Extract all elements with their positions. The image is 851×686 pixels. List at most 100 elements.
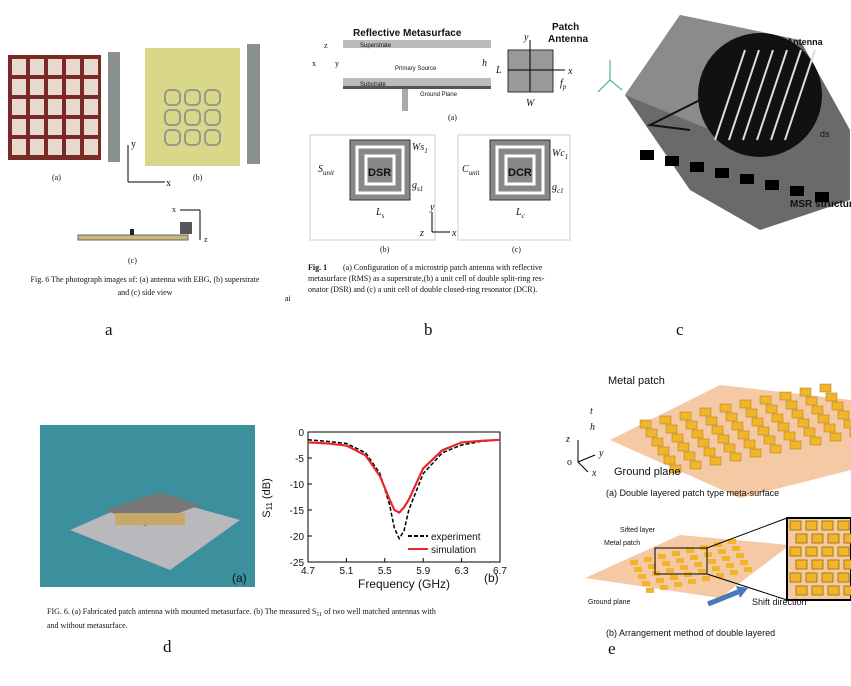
ebg-cell bbox=[30, 99, 44, 115]
axis-label: x bbox=[451, 228, 457, 239]
panel-letter: c bbox=[676, 320, 684, 339]
caption: (b) Arrangement method of double layered bbox=[606, 628, 775, 638]
axis-label: x bbox=[591, 468, 597, 479]
axis-label: y bbox=[598, 448, 604, 459]
patch bbox=[758, 427, 769, 435]
slot bbox=[715, 168, 729, 178]
ebg-cell bbox=[30, 119, 44, 135]
patch bbox=[672, 551, 680, 556]
patch bbox=[736, 553, 744, 558]
y-axis-title: S11 (dB) bbox=[261, 478, 274, 518]
patch bbox=[640, 420, 651, 428]
patch bbox=[704, 552, 712, 557]
patch bbox=[690, 555, 698, 560]
patch bbox=[786, 401, 797, 409]
axis-label: y bbox=[335, 59, 339, 68]
patch bbox=[822, 547, 833, 556]
patch bbox=[746, 409, 757, 417]
patch bbox=[646, 429, 657, 437]
feed bbox=[402, 89, 408, 111]
patch bbox=[744, 440, 755, 448]
patch bbox=[670, 575, 678, 580]
patch bbox=[822, 573, 833, 582]
chart: S11 (dB) Frequency (GHz) (b) 0-5-10-15-2… bbox=[261, 428, 507, 591]
label: Antenna bbox=[548, 34, 588, 45]
patch bbox=[638, 574, 646, 579]
axes bbox=[598, 60, 622, 92]
patch bbox=[664, 456, 675, 464]
ebg-cell bbox=[84, 119, 98, 135]
panel-letter: e bbox=[608, 639, 616, 658]
label: Sunit bbox=[318, 164, 335, 177]
patch bbox=[724, 444, 735, 452]
patch bbox=[838, 573, 849, 582]
axis-label: z bbox=[324, 41, 328, 50]
label: Patch bbox=[552, 22, 579, 33]
label: Ground plane bbox=[614, 466, 681, 478]
patch bbox=[706, 417, 717, 425]
label: Wc1 bbox=[552, 148, 568, 161]
sub-label: (c) bbox=[128, 256, 137, 265]
patch bbox=[838, 411, 849, 419]
patch bbox=[806, 397, 817, 405]
patch bbox=[824, 424, 835, 432]
patch bbox=[740, 400, 751, 408]
patch bbox=[806, 573, 817, 582]
x-tick-label: 5.5 bbox=[378, 566, 392, 577]
patch bbox=[760, 396, 771, 404]
patch bbox=[662, 561, 670, 566]
label: Shift direction bbox=[752, 597, 807, 607]
label: Ws1 bbox=[412, 142, 428, 155]
patch bbox=[792, 410, 803, 418]
ebg-cell bbox=[84, 99, 98, 115]
x-tick-label: 6.3 bbox=[455, 566, 469, 577]
axis-label: o bbox=[567, 457, 572, 468]
patch bbox=[658, 554, 666, 559]
patch bbox=[804, 428, 815, 436]
patch bbox=[674, 582, 682, 587]
label: Lc bbox=[515, 207, 526, 220]
caption: (a) Configuration of a microstrip patch … bbox=[343, 263, 543, 272]
axis-label: y bbox=[131, 139, 136, 150]
patch bbox=[820, 384, 831, 392]
panel-c: Patch Antenna ds MSR structure c bbox=[598, 15, 851, 339]
y-tick-label: -15 bbox=[290, 506, 305, 517]
y-tick-label: -5 bbox=[295, 454, 304, 465]
ebg-cell bbox=[12, 79, 26, 95]
label: gc1 bbox=[552, 182, 564, 195]
label: Ls bbox=[375, 207, 385, 220]
ruler bbox=[247, 44, 260, 164]
patch bbox=[838, 547, 849, 556]
patch bbox=[720, 404, 731, 412]
patch bbox=[652, 438, 663, 446]
patch bbox=[766, 405, 777, 413]
ruler bbox=[108, 52, 120, 162]
patch bbox=[634, 567, 642, 572]
patch bbox=[642, 581, 650, 586]
patch bbox=[690, 461, 701, 469]
patch bbox=[828, 586, 839, 595]
sub-label: (b) bbox=[193, 173, 203, 182]
ebg-cell bbox=[12, 139, 26, 155]
patch bbox=[678, 443, 689, 451]
patch bbox=[666, 425, 677, 433]
patch bbox=[806, 547, 817, 556]
patch bbox=[718, 549, 726, 554]
legend-label: simulation bbox=[431, 545, 476, 556]
slot bbox=[740, 174, 754, 184]
patch bbox=[806, 521, 817, 530]
label: Metal patch bbox=[608, 375, 665, 387]
patch bbox=[796, 560, 807, 569]
ebg-cell bbox=[84, 139, 98, 155]
patch bbox=[772, 414, 783, 422]
label: W bbox=[526, 98, 536, 109]
page: y x (a) (b) x z (c) Fig. 6 The photograp… bbox=[0, 0, 851, 686]
patch bbox=[700, 408, 711, 416]
patch bbox=[800, 388, 811, 396]
label: DCR bbox=[508, 167, 532, 179]
caption: metasurface (RMS) as a superstrate,(b) a… bbox=[308, 274, 545, 283]
ebg-cell bbox=[66, 99, 80, 115]
patch bbox=[790, 521, 801, 530]
patch bbox=[818, 415, 829, 423]
patch bbox=[658, 447, 669, 455]
